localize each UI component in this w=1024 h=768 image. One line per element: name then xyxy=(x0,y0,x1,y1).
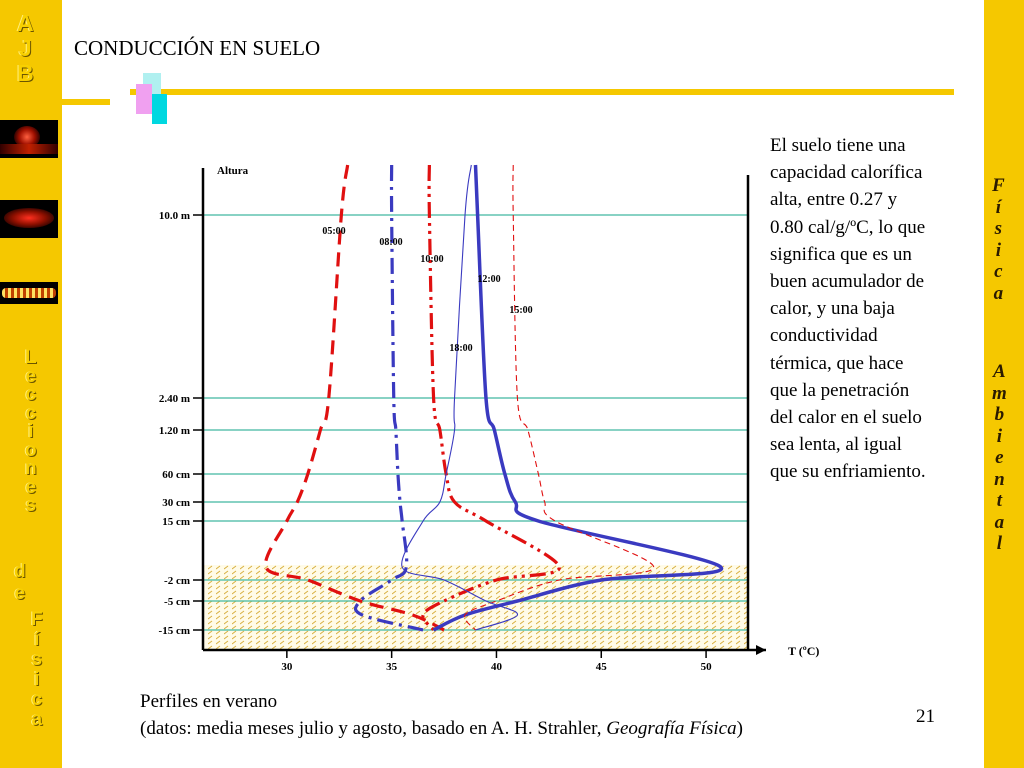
letter: B xyxy=(17,60,34,86)
letter: A xyxy=(993,361,1006,382)
page-number: 21 xyxy=(916,706,935,727)
x-tick-label: 50 xyxy=(701,661,713,673)
series-label: 18:00 xyxy=(449,343,472,354)
letter: í xyxy=(34,629,40,650)
letter: l xyxy=(996,533,1003,554)
letter: í xyxy=(995,196,1001,218)
thumbnail-image-3 xyxy=(0,282,58,304)
letter: e xyxy=(14,583,26,604)
thumbnail-image-2 xyxy=(0,200,58,238)
y-axis-label: Altura xyxy=(217,165,249,177)
caption-line-1: Perfiles en verano xyxy=(140,691,278,712)
series-line-1200 xyxy=(432,164,724,632)
letter: a xyxy=(994,511,1005,533)
letter: c xyxy=(994,261,1003,282)
x-axis-label: T (ºC) xyxy=(788,644,819,658)
letter: F xyxy=(992,175,1005,196)
caption-prefix: (datos: media meses julio y agosto, basa… xyxy=(140,718,607,739)
letter: L xyxy=(25,347,37,368)
series-label: 15:00 xyxy=(509,305,532,316)
y-tick-label: 60 cm xyxy=(162,469,190,481)
letter: n xyxy=(994,468,1005,490)
y-tick-label: 10.0 m xyxy=(159,210,190,222)
letter: A xyxy=(17,10,34,36)
series-label: 10:00 xyxy=(420,254,443,265)
letter: i xyxy=(996,425,1003,447)
letter: d xyxy=(14,561,26,582)
letter: a xyxy=(31,709,43,730)
letter: i xyxy=(995,239,1001,261)
letter: b xyxy=(994,404,1005,425)
letter: c xyxy=(25,384,37,405)
y-tick-label: 30 cm xyxy=(162,497,190,509)
x-tick-label: 40 xyxy=(491,661,503,673)
figure-caption: Perfiles en verano (datos: media meses j… xyxy=(140,688,743,742)
letter: e xyxy=(995,447,1004,468)
letter: J xyxy=(18,35,32,61)
decorative-square-teal xyxy=(152,94,167,124)
y-tick-label: 15 cm xyxy=(162,516,190,528)
letter: m xyxy=(992,382,1007,404)
caption-suffix: ) xyxy=(736,718,743,739)
description-text: El suelo tiene una capacidad calorífica … xyxy=(770,135,926,483)
letter: a xyxy=(993,282,1004,304)
x-tick-label: 35 xyxy=(386,661,398,673)
letter: i xyxy=(34,669,40,690)
slide-title: CONDUCCIÓN EN SUELO xyxy=(74,36,321,60)
letter: i xyxy=(28,421,34,442)
caption-book-title: Geografía Física xyxy=(606,718,737,739)
x-axis-arrow xyxy=(756,645,766,655)
thumbnail-image-1 xyxy=(0,120,58,158)
y-tick-label: 1.20 m xyxy=(159,425,190,437)
title-rule-left xyxy=(62,99,110,105)
letter: n xyxy=(25,458,37,479)
y-tick-label: -5 cm xyxy=(164,596,190,608)
letter: t xyxy=(996,490,1003,511)
x-tick-label: 45 xyxy=(596,661,608,673)
decorative-square-pink xyxy=(136,84,152,114)
series-label: 05:00 xyxy=(322,226,345,237)
right-sidebar xyxy=(984,0,1024,768)
letter: c xyxy=(25,402,37,424)
series-line-0500 xyxy=(263,164,445,632)
letter: e xyxy=(25,365,37,387)
letter: e xyxy=(25,476,37,498)
y-tick-label: -2 cm xyxy=(164,575,190,587)
x-tick-label: 30 xyxy=(281,661,293,673)
series-line-0800 xyxy=(353,164,424,632)
soil-hatch-region xyxy=(203,565,748,650)
letter: s xyxy=(994,218,1003,239)
title-rule-main xyxy=(130,89,954,95)
letter: F xyxy=(31,609,43,630)
y-tick-label: -15 cm xyxy=(159,625,190,637)
letter: s xyxy=(25,495,37,516)
letter: s xyxy=(31,649,43,670)
series-line-1500 xyxy=(463,164,655,631)
series-label: 12:00 xyxy=(477,274,500,285)
caption-line-2: (datos: media meses julio y agosto, basa… xyxy=(140,715,743,742)
y-tick-label: 2.40 m xyxy=(159,393,190,405)
letter: o xyxy=(25,439,37,461)
letter: c xyxy=(31,689,43,710)
series-label: 08:00 xyxy=(379,237,402,248)
series-line-1800 xyxy=(401,164,518,631)
series-line-1000 xyxy=(421,164,561,632)
